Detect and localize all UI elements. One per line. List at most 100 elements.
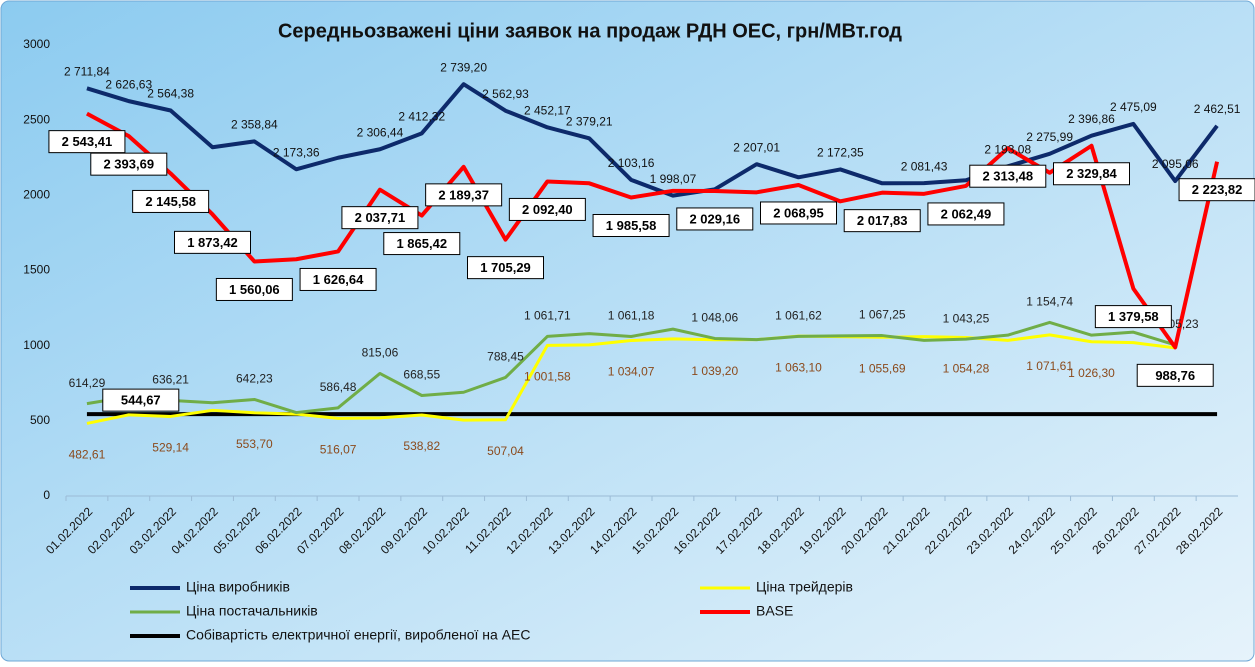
data-label: 1 061,62 bbox=[775, 309, 822, 323]
label-box bbox=[508, 197, 586, 221]
data-label-box: 2 092,40 bbox=[508, 197, 586, 221]
data-label-box: 2 068,95 bbox=[760, 201, 837, 225]
legend-label: Ціна постачальників bbox=[186, 603, 318, 619]
data-label: 1 154,74 bbox=[1026, 295, 1073, 309]
data-label: 1 560,06 bbox=[229, 282, 280, 297]
data-label: 538,82 bbox=[403, 439, 440, 453]
data-label: 586,48 bbox=[320, 380, 357, 394]
label-box bbox=[676, 207, 754, 231]
data-label-box: 1 873,42 bbox=[174, 230, 251, 254]
label-box bbox=[843, 209, 921, 233]
data-label: 553,70 bbox=[236, 437, 273, 451]
series-line bbox=[86, 333, 1176, 425]
y-tick-label: 2000 bbox=[23, 188, 50, 202]
label-box bbox=[215, 277, 293, 301]
data-label: 1 055,69 bbox=[859, 361, 906, 375]
y-tick-label: 0 bbox=[43, 488, 50, 502]
data-label: 516,07 bbox=[320, 443, 357, 457]
data-label-box: 1 985,58 bbox=[592, 214, 670, 238]
data-label: 2 207,01 bbox=[733, 140, 780, 154]
data-label: 636,21 bbox=[152, 373, 189, 387]
data-label: 1 998,07 bbox=[650, 172, 697, 186]
data-label: 2 358,84 bbox=[231, 118, 278, 132]
y-tick-label: 500 bbox=[30, 413, 50, 427]
data-label: 1 705,29 bbox=[480, 260, 531, 275]
label-box bbox=[927, 202, 1005, 226]
label-box bbox=[383, 232, 461, 256]
data-label-box: 2 062,49 bbox=[927, 202, 1005, 226]
legend-label: BASE bbox=[756, 603, 793, 619]
label-box bbox=[174, 230, 251, 254]
data-label: 2 475,09 bbox=[1110, 100, 1157, 114]
label-box bbox=[425, 183, 503, 207]
data-label: 2 017,83 bbox=[857, 213, 908, 228]
data-label-box: 2 329,84 bbox=[1053, 162, 1130, 186]
data-label: 2 095,06 bbox=[1152, 157, 1199, 171]
data-label-box: 2 029,16 bbox=[676, 207, 754, 231]
data-label: 1 063,10 bbox=[775, 360, 822, 374]
chart-title: Середньозважені ціни заявок на продаж РД… bbox=[278, 20, 902, 42]
data-label: 2 313,48 bbox=[982, 169, 1033, 184]
data-label: 788,45 bbox=[487, 350, 524, 364]
label-box bbox=[592, 214, 670, 238]
data-label: 2 412,32 bbox=[398, 110, 445, 124]
data-label: 2 037,71 bbox=[355, 210, 406, 225]
data-label: 544,67 bbox=[121, 393, 161, 408]
label-box bbox=[299, 267, 377, 291]
label-box bbox=[1094, 305, 1172, 329]
data-label: 1 043,25 bbox=[943, 311, 990, 325]
data-label: 1 865,42 bbox=[396, 236, 447, 251]
data-label: 2 329,84 bbox=[1066, 166, 1117, 181]
data-label: 2 739,20 bbox=[440, 60, 487, 74]
data-label: 2 711,84 bbox=[64, 64, 110, 78]
label-box bbox=[102, 388, 180, 412]
data-label: 1 048,06 bbox=[691, 311, 738, 325]
data-label: 2 626,63 bbox=[105, 77, 152, 91]
data-label: 988,76 bbox=[1155, 368, 1195, 383]
label-box bbox=[90, 152, 168, 176]
data-label-box: 2 393,69 bbox=[90, 152, 168, 176]
y-tick-label: 1000 bbox=[23, 338, 50, 352]
label-box bbox=[969, 164, 1047, 188]
data-label: 1 379,58 bbox=[1108, 309, 1159, 324]
legend-label: Ціна виробників bbox=[186, 579, 290, 595]
data-label: 1 071,61 bbox=[1026, 359, 1073, 373]
data-label-box: 1 379,58 bbox=[1094, 305, 1172, 329]
label-box bbox=[760, 201, 837, 225]
y-tick-label: 2500 bbox=[23, 112, 50, 126]
data-label: 1 054,28 bbox=[943, 362, 990, 376]
data-label-box: 2 223,82 bbox=[1178, 178, 1255, 202]
data-label-box: 544,67 bbox=[102, 388, 180, 412]
data-label: 1 001,58 bbox=[524, 370, 571, 384]
legend-label: Ціна трейдерів bbox=[756, 579, 853, 595]
data-label-box: 2 313,48 bbox=[969, 164, 1047, 188]
data-label: 1 034,07 bbox=[608, 365, 655, 379]
data-label: 614,29 bbox=[69, 376, 106, 390]
data-label-box: 1 560,06 bbox=[215, 277, 293, 301]
data-label: 2 068,95 bbox=[773, 205, 824, 220]
data-label: 2 562,93 bbox=[482, 87, 529, 101]
data-label: 2 543,41 bbox=[62, 134, 113, 149]
data-label-box: 1 626,64 bbox=[299, 267, 377, 291]
label-box bbox=[1053, 162, 1130, 186]
data-label: 1 061,18 bbox=[608, 309, 655, 323]
data-label-box: 2 189,37 bbox=[425, 183, 503, 207]
data-label: 2 462,51 bbox=[1194, 102, 1241, 116]
label-box bbox=[1136, 363, 1214, 387]
data-label: 2 103,16 bbox=[608, 156, 655, 170]
data-label-box: 2 017,83 bbox=[843, 209, 921, 233]
data-label: 2 452,17 bbox=[524, 104, 571, 118]
data-label: 2 193,08 bbox=[984, 142, 1031, 156]
data-label: 507,04 bbox=[487, 444, 524, 458]
series-line bbox=[86, 320, 1176, 415]
data-label: 2 029,16 bbox=[689, 211, 740, 226]
data-label: 2 275,99 bbox=[1026, 130, 1073, 144]
data-label: 2 379,21 bbox=[566, 114, 613, 128]
data-label: 2 092,40 bbox=[522, 202, 573, 217]
data-label: 2 081,43 bbox=[901, 159, 948, 173]
y-tick-label: 3000 bbox=[23, 37, 50, 51]
data-label: 2 189,37 bbox=[438, 187, 489, 202]
label-box bbox=[48, 130, 126, 154]
